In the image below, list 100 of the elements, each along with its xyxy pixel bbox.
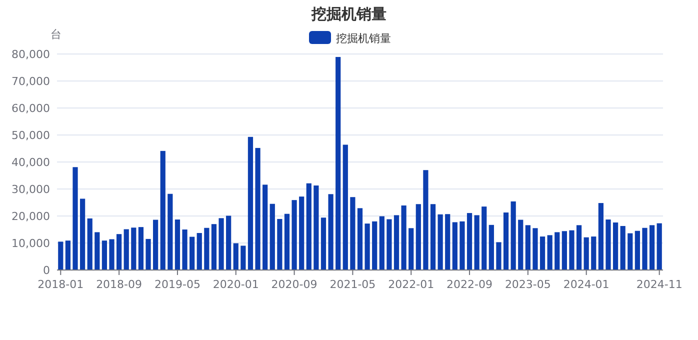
bar	[386, 219, 392, 270]
y-tick-label: 30,000	[12, 183, 50, 196]
bar	[196, 233, 202, 270]
bar	[394, 215, 400, 270]
x-tick-label: 2024-01	[563, 278, 610, 291]
bar	[299, 196, 304, 270]
bar	[532, 228, 538, 270]
bar	[482, 206, 487, 270]
y-tick-label: 50,000	[12, 129, 50, 142]
bar	[372, 221, 378, 270]
bar	[576, 225, 582, 270]
bar	[547, 235, 552, 270]
bar	[80, 198, 86, 270]
bar	[87, 218, 92, 270]
bar	[109, 239, 114, 270]
bar	[277, 218, 282, 270]
bar	[255, 148, 260, 270]
bar	[518, 220, 524, 270]
bar	[612, 222, 618, 270]
bar	[649, 225, 655, 270]
bar	[72, 167, 78, 270]
x-tick-label: 2022-01	[388, 278, 434, 291]
bar	[94, 232, 100, 270]
bar	[320, 218, 326, 270]
bar	[401, 205, 406, 270]
bar	[292, 200, 297, 270]
bar	[488, 224, 494, 270]
bar	[540, 236, 546, 270]
y-axis-title: 台	[50, 28, 62, 41]
x-tick-label: 2018-01	[38, 278, 84, 291]
bar	[248, 136, 254, 270]
bar	[503, 212, 509, 270]
bar	[342, 144, 348, 270]
bar	[510, 201, 516, 270]
legend-label: 挖掘机销量	[336, 32, 391, 45]
bar	[452, 222, 458, 270]
bar	[379, 216, 384, 270]
bar	[233, 243, 238, 270]
bar	[525, 225, 530, 270]
bar	[131, 228, 136, 270]
bar	[262, 184, 268, 270]
bar	[562, 231, 567, 270]
y-tick-label: 60,000	[12, 102, 50, 115]
bar	[620, 226, 626, 270]
bar	[416, 204, 421, 270]
bar	[591, 236, 596, 270]
bar	[146, 238, 151, 270]
bar	[598, 203, 604, 270]
bar	[102, 240, 108, 270]
bar	[240, 246, 246, 270]
bar	[336, 56, 341, 270]
bar	[174, 220, 180, 270]
x-tick-label: 2019-05	[154, 278, 200, 291]
chart-title: 挖掘机销量	[310, 5, 386, 23]
bar	[306, 183, 312, 270]
x-tick-label: 2018-09	[96, 278, 142, 291]
bar	[628, 233, 633, 270]
bar	[160, 150, 166, 270]
bar	[116, 234, 122, 270]
bar	[284, 214, 290, 270]
x-tick-label: 2020-09	[271, 278, 318, 291]
bar	[364, 224, 370, 270]
bar	[438, 214, 443, 270]
bar	[168, 194, 173, 270]
bar	[460, 221, 465, 270]
bar	[466, 213, 472, 270]
bar	[656, 223, 662, 270]
bar	[606, 220, 611, 270]
y-tick-label: 80,000	[12, 48, 50, 61]
bar	[270, 204, 275, 270]
bar	[204, 228, 210, 270]
bar	[642, 228, 648, 270]
x-tick-label: 2022-09	[446, 278, 492, 291]
bar	[65, 240, 71, 270]
bar	[584, 237, 589, 270]
x-tick-label: 2024-11	[636, 278, 682, 291]
bar	[430, 204, 436, 270]
bar	[58, 242, 64, 270]
x-tick-label: 2020-01	[212, 278, 259, 291]
y-tick-label: 10,000	[12, 237, 50, 250]
bar	[190, 236, 195, 270]
bar	[408, 228, 414, 270]
bar	[124, 229, 129, 270]
bar	[423, 170, 428, 270]
bar	[328, 194, 334, 270]
bar	[138, 227, 144, 270]
y-tick-label: 20,000	[12, 210, 50, 223]
bar	[445, 214, 450, 270]
bar	[211, 224, 217, 270]
bar	[226, 216, 232, 270]
bar	[218, 218, 224, 270]
y-tick-label: 0	[43, 264, 50, 277]
y-tick-label: 70,000	[12, 75, 50, 88]
bar	[474, 215, 480, 270]
bar	[554, 232, 560, 270]
bar	[496, 242, 502, 270]
y-tick-label: 40,000	[12, 156, 50, 169]
bar	[153, 220, 158, 270]
bar	[569, 230, 574, 270]
bar	[350, 197, 356, 270]
